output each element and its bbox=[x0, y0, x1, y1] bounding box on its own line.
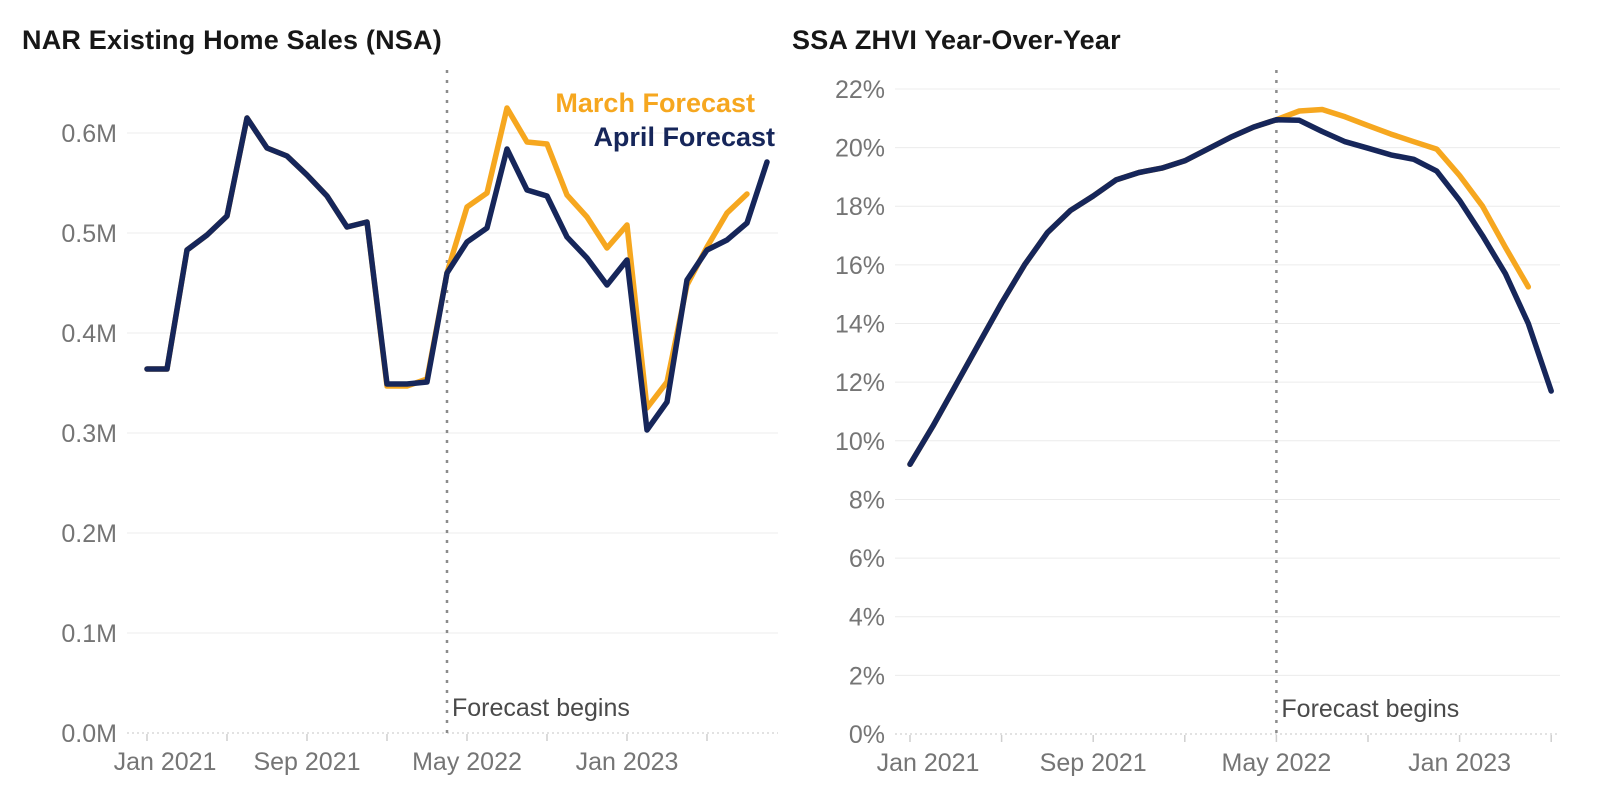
series-march-forecast bbox=[907, 106, 1532, 468]
x-axis-tick-label: Sep 2021 bbox=[253, 748, 360, 776]
forecast-begins-label: Forecast begins bbox=[1281, 695, 1459, 723]
y-axis-tick-label: 10% bbox=[835, 428, 885, 456]
y-axis-tick-label: 8% bbox=[849, 486, 885, 514]
y-axis-tick-label: 0.3M bbox=[61, 420, 117, 448]
forecast-begins-label: Forecast begins bbox=[452, 694, 630, 722]
right-chart: 0% 2% 4% 6% 8% 10% 12% 14% 16% 18% 20% 22% Jan 2021 S… bbox=[835, 70, 1560, 777]
right-chart-title: SSA ZHVI Year-Over-Year bbox=[792, 25, 1121, 55]
y-axis-tick-label: 0.0M bbox=[61, 720, 117, 748]
y-axis-tick-label: 0.2M bbox=[61, 520, 117, 548]
series-april-forecast bbox=[144, 115, 770, 433]
x-axis-tick-label: Jan 2021 bbox=[114, 748, 217, 776]
y-axis-tick-label: 14% bbox=[835, 311, 885, 339]
y-axis-tick-label: 0.5M bbox=[61, 220, 117, 248]
x-axis-tick-label: Sep 2021 bbox=[1040, 749, 1147, 777]
x-axis-tick-label: Jan 2021 bbox=[877, 749, 980, 777]
y-axis-tick-label: 4% bbox=[849, 604, 885, 632]
x-axis-tick-label: Jan 2023 bbox=[576, 748, 679, 776]
legend-april-forecast: April Forecast bbox=[593, 122, 775, 152]
y-axis-tick-label: 0% bbox=[849, 721, 885, 749]
y-axis-tick-label: 0.4M bbox=[61, 320, 117, 348]
y-axis-tick-label: 16% bbox=[835, 252, 885, 280]
y-axis-tick-label: 22% bbox=[835, 76, 885, 104]
y-axis-tick-label: 6% bbox=[849, 545, 885, 573]
y-axis-tick-label: 20% bbox=[835, 135, 885, 163]
y-axis-tick-label: 12% bbox=[835, 369, 885, 397]
x-axis-tick-label: Jan 2023 bbox=[1408, 749, 1511, 777]
y-axis-tick-label: 0.6M bbox=[61, 120, 117, 148]
left-chart: 0.0M 0.1M 0.2M 0.3M 0.4M 0.5M 0.6M Jan 2021 Sep … bbox=[61, 70, 778, 776]
y-axis-tick-label: 0.1M bbox=[61, 620, 117, 648]
x-axis-tick-label: May 2022 bbox=[1222, 749, 1332, 777]
x-axis-tick-label: May 2022 bbox=[412, 748, 522, 776]
series-april-forecast bbox=[907, 116, 1554, 468]
legend-march-forecast: March Forecast bbox=[555, 88, 755, 118]
left-chart-title: NAR Existing Home Sales (NSA) bbox=[22, 25, 442, 55]
y-axis-tick-label: 2% bbox=[849, 662, 885, 690]
y-axis-tick-label: 18% bbox=[835, 193, 885, 221]
